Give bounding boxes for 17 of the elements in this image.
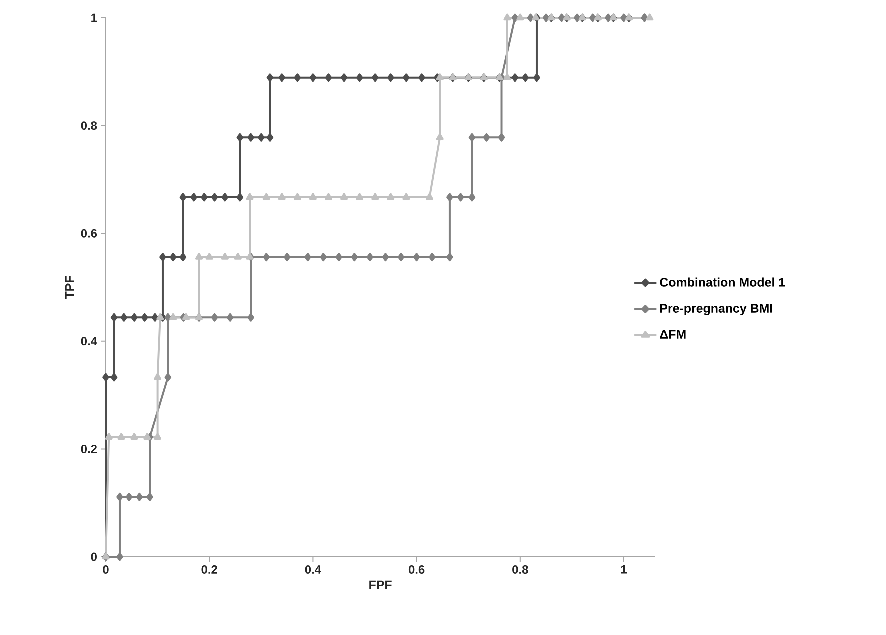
y-tick-label: 0.6: [81, 229, 98, 238]
legend-label: ΔFM: [660, 330, 686, 339]
y-tick-label: 0.4: [81, 337, 98, 346]
x-tick-label: 1: [621, 566, 627, 574]
x-axis-title: FPF: [370, 580, 392, 590]
y-tick-label: 0.8: [81, 122, 98, 130]
x-tick-label: 0.4: [305, 566, 322, 574]
x-tick-label: 0.6: [408, 566, 425, 574]
y-tick-label: 0.2: [81, 444, 98, 454]
y-tick-label: 0: [91, 552, 97, 562]
x-tick-label: 0.8: [512, 566, 528, 574]
x-tick-label: 0.2: [202, 566, 218, 574]
y-tick-label: 1: [92, 14, 98, 22]
legend-label: Pre-pregnancy BMI: [660, 304, 772, 316]
x-tick-label: 0: [103, 566, 109, 574]
legend-label: Combination Model 1: [660, 278, 786, 287]
y-axis-title: TPF: [65, 276, 74, 300]
